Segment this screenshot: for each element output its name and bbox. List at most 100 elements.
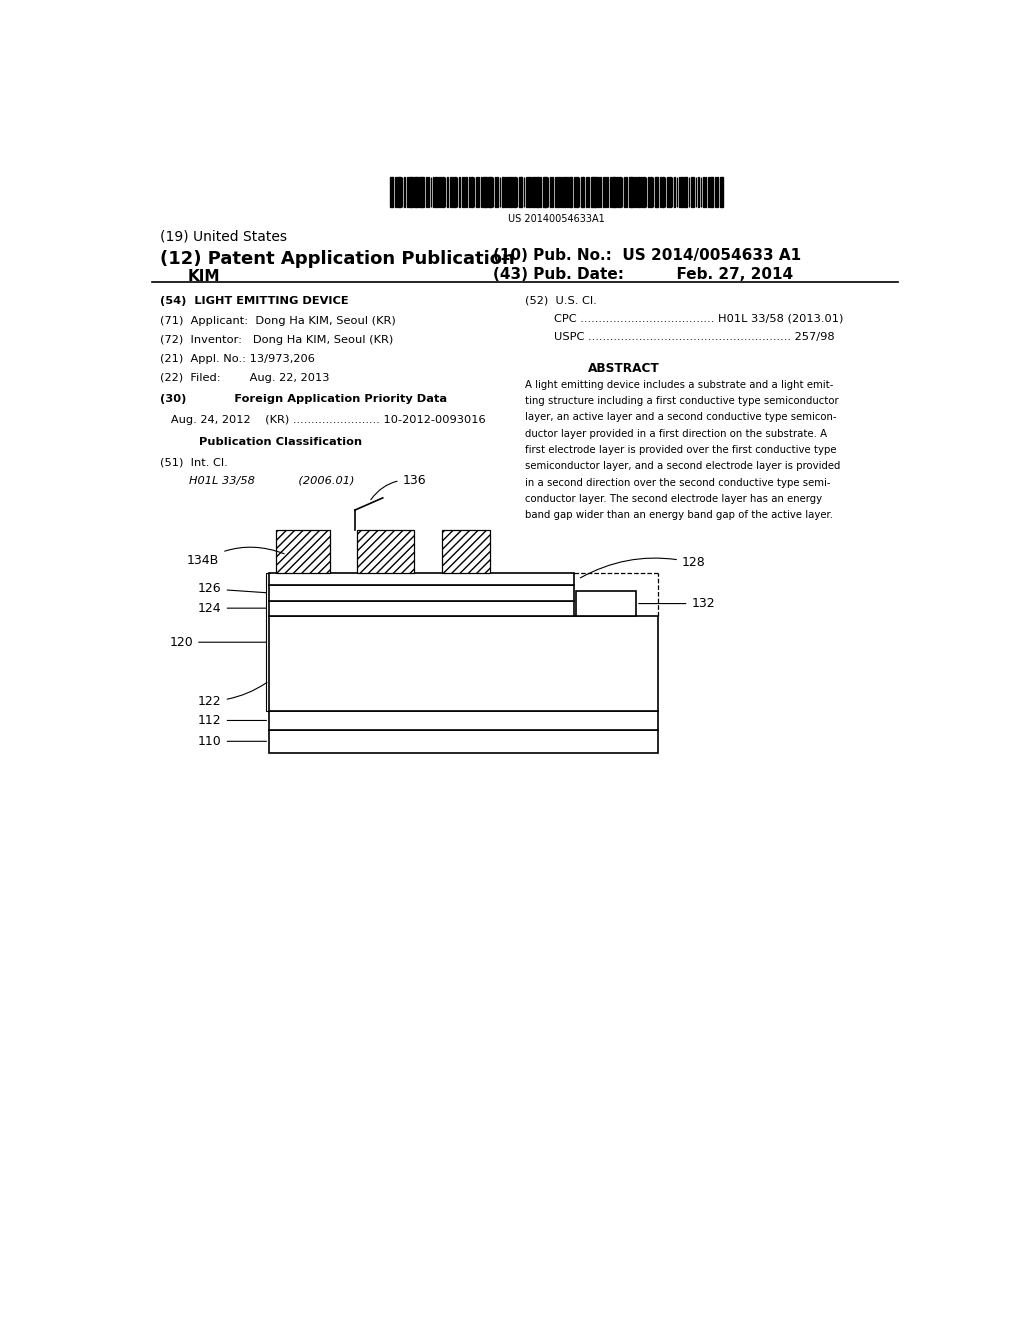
Text: band gap wider than an energy band gap of the active layer.: band gap wider than an energy band gap o… (524, 510, 833, 520)
Bar (624, 177, 626, 207)
Bar (507, 177, 508, 207)
Bar (681, 177, 683, 207)
Bar (684, 177, 686, 207)
Text: (21)  Appl. No.: 13/973,206: (21) Appl. No.: 13/973,206 (160, 354, 314, 363)
Bar (643, 177, 644, 207)
Bar (412, 177, 413, 207)
Bar (629, 177, 631, 207)
Bar (269, 601, 574, 615)
Bar (269, 585, 574, 601)
Text: 124: 124 (198, 602, 266, 615)
Bar (399, 177, 401, 207)
Bar (490, 177, 492, 207)
Text: (54)  LIGHT EMITTING DEVICE: (54) LIGHT EMITTING DEVICE (160, 296, 348, 306)
Text: (12) Patent Application Publication: (12) Patent Application Publication (160, 249, 514, 268)
Bar (634, 177, 635, 207)
Bar (691, 177, 692, 207)
Bar (564, 177, 565, 207)
Bar (356, 531, 414, 573)
Bar (397, 177, 399, 207)
Bar (620, 177, 621, 207)
Bar (670, 177, 671, 207)
Bar (581, 177, 583, 207)
Text: (22)  Filed:        Aug. 22, 2013: (22) Filed: Aug. 22, 2013 (160, 372, 330, 383)
Bar (595, 177, 597, 207)
Bar (509, 177, 511, 207)
Text: (71)  Applicant:  Dong Ha KIM, Seoul (KR): (71) Applicant: Dong Ha KIM, Seoul (KR) (160, 315, 395, 326)
Text: conductor layer. The second electrode layer has an energy: conductor layer. The second electrode la… (524, 494, 822, 504)
Bar (414, 177, 416, 207)
Bar (659, 177, 662, 207)
Bar (614, 177, 615, 207)
Text: A light emitting device includes a substrate and a light emit-: A light emitting device includes a subst… (524, 380, 834, 389)
Bar (577, 177, 579, 207)
Bar (442, 531, 489, 573)
Bar (638, 177, 640, 207)
Bar (663, 177, 665, 207)
Bar (559, 177, 561, 207)
Bar (485, 177, 487, 207)
Bar (612, 177, 613, 207)
Text: ABSTRACT: ABSTRACT (588, 362, 660, 375)
Bar (421, 177, 423, 207)
Bar (505, 177, 506, 207)
Bar (471, 177, 472, 207)
Bar (577, 591, 636, 615)
Bar (648, 177, 649, 207)
Text: (10) Pub. No.:  US 2014/0054633 A1: (10) Pub. No.: US 2014/0054633 A1 (494, 248, 801, 263)
Text: (43) Pub. Date:          Feb. 27, 2014: (43) Pub. Date: Feb. 27, 2014 (494, 267, 794, 282)
Bar (437, 177, 439, 207)
Text: first electrode layer is provided over the first conductive type: first electrode layer is provided over t… (524, 445, 837, 455)
Bar (483, 177, 485, 207)
Bar (602, 177, 604, 207)
Text: ting structure including a first conductive type semiconductor: ting structure including a first conduct… (524, 396, 839, 407)
Bar (543, 177, 545, 207)
Bar (435, 177, 437, 207)
Bar (534, 177, 536, 207)
Bar (569, 177, 570, 207)
Bar (710, 177, 712, 207)
Text: 126: 126 (198, 582, 266, 595)
Text: USPC ........................................................ 257/98: USPC ...................................… (524, 333, 835, 342)
Text: (51)  Int. Cl.: (51) Int. Cl. (160, 457, 227, 467)
Text: KIM: KIM (187, 269, 220, 284)
Bar (269, 573, 574, 585)
Bar (419, 177, 421, 207)
Text: (30)            Foreign Application Priority Data: (30) Foreign Application Priority Data (160, 395, 446, 404)
Bar (519, 177, 521, 207)
Bar (528, 177, 530, 207)
Text: US 20140054633A1: US 20140054633A1 (508, 214, 605, 224)
Bar (557, 177, 558, 207)
Bar (641, 177, 642, 207)
Bar (450, 177, 451, 207)
Bar (655, 177, 657, 207)
Bar (416, 177, 418, 207)
Text: 136: 136 (371, 474, 426, 500)
Text: 134B: 134B (187, 548, 284, 568)
Text: in a second direction over the second conductive type semi-: in a second direction over the second co… (524, 478, 830, 487)
Bar (269, 615, 658, 711)
Text: 120: 120 (169, 573, 270, 711)
Text: (72)  Inventor:   Dong Ha KIM, Seoul (KR): (72) Inventor: Dong Ha KIM, Seoul (KR) (160, 335, 393, 346)
Text: layer, an active layer and a second conductive type semicon-: layer, an active layer and a second cond… (524, 412, 837, 422)
Bar (275, 531, 330, 573)
Bar (555, 177, 556, 207)
Text: 132: 132 (639, 597, 715, 610)
Bar (390, 177, 392, 207)
Bar (455, 177, 456, 207)
Text: Aug. 24, 2012    (KR) ........................ 10-2012-0093016: Aug. 24, 2012 (KR) .....................… (160, 414, 485, 425)
Bar (631, 177, 633, 207)
Text: 122: 122 (198, 682, 267, 708)
Text: semiconductor layer, and a second electrode layer is provided: semiconductor layer, and a second electr… (524, 461, 840, 471)
Bar (650, 177, 652, 207)
Bar (409, 177, 411, 207)
Text: 128: 128 (581, 557, 706, 578)
Text: CPC ..................................... H01L 33/58 (2013.01): CPC ....................................… (524, 314, 843, 323)
Bar (536, 177, 538, 207)
Text: 112: 112 (198, 714, 266, 727)
Bar (545, 177, 547, 207)
Bar (591, 177, 593, 207)
Text: (52)  U.S. Cl.: (52) U.S. Cl. (524, 296, 597, 306)
Bar (609, 177, 611, 207)
Text: Publication Classification: Publication Classification (200, 437, 362, 447)
